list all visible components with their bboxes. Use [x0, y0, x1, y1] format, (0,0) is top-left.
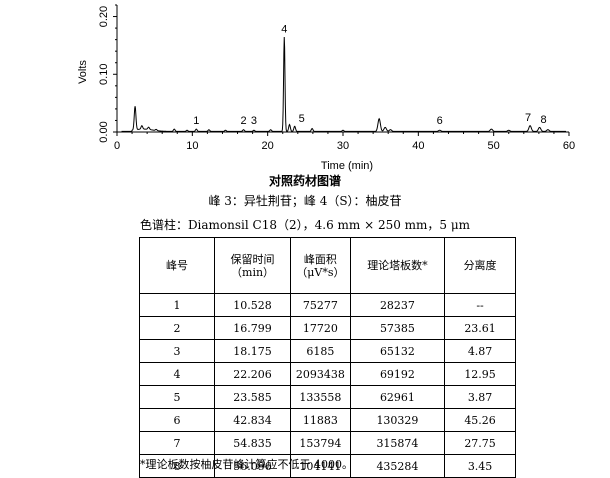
cell-peak-no: 3	[138, 339, 216, 363]
y-tick-label: 0.20	[98, 6, 110, 27]
table-row: 1 10.528 75277 28237 --	[138, 293, 516, 317]
cell-peak-no: 4	[138, 362, 216, 386]
header-peak-no: 峰号	[138, 237, 216, 294]
table-row: 4 22.206 2093438 69192 12.95	[138, 362, 516, 386]
table-row: 3 18.175 6185 65132 4.87	[138, 339, 516, 363]
peak-label: 4	[281, 23, 287, 35]
table-row: 5 23.585 133558 62961 3.87	[138, 385, 516, 409]
cell-plate-number: 65132	[349, 339, 446, 363]
x-tick-label: 60	[563, 140, 575, 152]
table-row: 6 42.834 11883 130329 45.26	[138, 408, 516, 432]
cell-resolution: 12.95	[444, 362, 516, 386]
cell-peak-no: 5	[138, 385, 216, 409]
cell-resolution: 3.87	[444, 385, 516, 409]
figure-title: 对照药材图谱	[268, 174, 341, 188]
cell-plate-number: 435284	[349, 454, 446, 478]
y-tick-label: 0.00	[98, 121, 110, 142]
peak-labels: 1 2 345 6 7 8	[193, 23, 546, 127]
header-retention-time: 保留时间 （min）	[214, 237, 292, 294]
table-row: 2 16.799 17720 57385 23.61	[138, 316, 516, 340]
peak-label: 5	[299, 113, 305, 125]
cell-peak-no: 6	[138, 408, 216, 432]
cell-retention-time: 54.835	[214, 431, 292, 455]
cell-peak-area: 153794	[290, 431, 351, 455]
table-row: 7 54.835 153794 315874 27.75	[138, 431, 516, 455]
chromatogram: 0 10 20 30 40 50 600.000.100.20 1 2 345 6 7 8 Time …	[77, 4, 575, 172]
peak-label: 1	[193, 115, 199, 127]
cell-peak-no: 7	[138, 431, 216, 455]
cell-peak-area: 75277	[290, 293, 351, 317]
cell-peak-area: 133558	[290, 385, 351, 409]
table-header-row: 峰号 保留时间 （min） 峰面积 （μV*s） 理论塔板数* 分离度	[138, 237, 516, 294]
cell-plate-number: 57385	[349, 316, 446, 340]
chromatogram-axes: 0 10 20 30 40 50 60 0.00 0.10 0.20	[98, 4, 575, 152]
header-resolution: 分离度	[444, 237, 516, 294]
y-axis-label: Volts	[77, 60, 89, 84]
cell-plate-number: 28237	[349, 293, 446, 317]
column-info: 色谱柱：Diamonsil C18（2），4.6 mm × 250 mm，5 μ…	[139, 218, 471, 232]
header-peak-area: 峰面积 （μV*s）	[290, 237, 351, 294]
cell-resolution: 23.61	[444, 316, 516, 340]
x-tick-label: 40	[412, 140, 424, 152]
cell-retention-time: 16.799	[214, 316, 292, 340]
cell-retention-time: 23.585	[214, 385, 292, 409]
chromatogram-trace	[121, 36, 566, 132]
cell-resolution: 27.75	[444, 431, 516, 455]
cell-retention-time: 22.206	[214, 362, 292, 386]
cell-resolution: 45.26	[444, 408, 516, 432]
cell-retention-time: 18.175	[214, 339, 292, 363]
cell-peak-area: 11883	[290, 408, 351, 432]
y-tick-label: 0.10	[98, 64, 110, 85]
x-tick-label: 30	[337, 140, 349, 152]
cell-peak-no: 2	[138, 316, 216, 340]
cell-plate-number: 130329	[349, 408, 446, 432]
peak-table: 峰号 保留时间 （min） 峰面积 （μV*s） 理论塔板数* 分离度 1 10.…	[138, 237, 516, 478]
peak-label: 6	[437, 115, 443, 127]
x-tick-label: 0	[114, 140, 120, 152]
cell-peak-area: 6185	[290, 339, 351, 363]
header-plate-number: 理论塔板数*	[349, 237, 446, 294]
cell-resolution: 4.87	[444, 339, 516, 363]
cell-peak-no: 1	[138, 293, 216, 317]
table-body: 1 10.528 75277 28237 -- 2 16.799 17720 57385 23.6…	[138, 293, 516, 478]
peak-label: 2	[240, 115, 246, 127]
cell-peak-area: 2093438	[290, 362, 351, 386]
cell-plate-number: 69192	[349, 362, 446, 386]
cell-resolution: 3.45	[444, 454, 516, 478]
cell-plate-number: 62961	[349, 385, 446, 409]
peak-label: 8	[541, 114, 547, 126]
peak-label: 7	[525, 112, 531, 124]
x-tick-label: 10	[186, 140, 198, 152]
cell-plate-number: 315874	[349, 431, 446, 455]
cell-peak-area: 17720	[290, 316, 351, 340]
footnote: *理论板数按柚皮苷峰计算应不低于 4000。	[140, 458, 353, 471]
cell-retention-time: 42.834	[214, 408, 292, 432]
cell-retention-time: 10.528	[214, 293, 292, 317]
x-tick-label: 20	[262, 140, 274, 152]
x-tick-label: 50	[488, 140, 500, 152]
x-axis-label: Time (min)	[321, 160, 373, 172]
peak-label: 3	[251, 115, 257, 127]
figure-subtitle: 峰 3：异牡荆苷；峰 4（S）：柚皮苷	[208, 194, 402, 208]
cell-resolution: --	[444, 293, 516, 317]
